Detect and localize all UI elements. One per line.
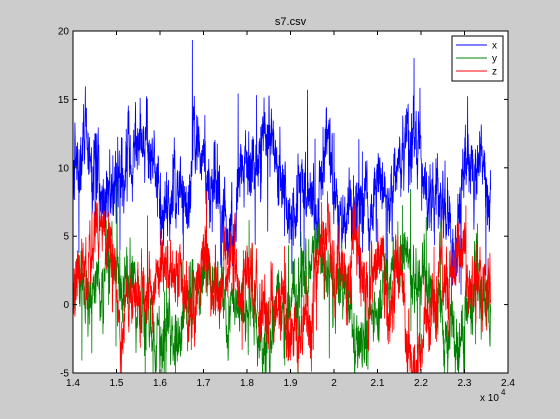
x-tick-label: 2.2 [414, 378, 428, 389]
series-line-x [72, 39, 491, 313]
series-line-z [72, 185, 491, 374]
legend-label-x: x [492, 41, 497, 52]
x-tick-label: 1.7 [197, 378, 211, 389]
legend: xyz [451, 35, 504, 82]
y-tick-label: -5 [60, 369, 69, 380]
x-tick-label: 2 [331, 378, 337, 389]
x-tick-label: 2.1 [371, 378, 385, 389]
x-tick-label: 1.4 [66, 378, 80, 389]
x-tick-label: 1.9 [284, 378, 298, 389]
ticks-layer: 1.4 1.5 1.6 1.7 1.8 1.9 2 2.1 2.2 2.3 2.4 -5 0 5 10 15 2… [58, 27, 516, 390]
y-tick-label: 0 [63, 300, 69, 311]
y-tick-label: 5 [63, 232, 69, 243]
x-tick-label: 1.8 [240, 378, 254, 389]
chart-title: s7.csv [275, 16, 307, 28]
x-tick-label: 1.6 [153, 378, 167, 389]
legend-label-y: y [492, 54, 497, 65]
x-tick-label: 2.3 [458, 378, 472, 389]
x-multiplier-exponent: 4 [501, 388, 506, 397]
x-tick-label: 2.4 [501, 378, 515, 389]
x-tick-label: 1.5 [110, 378, 124, 389]
y-tick-label: 15 [58, 95, 70, 106]
y-tick-label: 20 [58, 27, 70, 38]
y-tick-label: 10 [58, 163, 70, 174]
series-layer [72, 39, 491, 374]
x-multiplier-label: x 10 [480, 393, 499, 404]
legend-label-z: z [492, 67, 497, 78]
